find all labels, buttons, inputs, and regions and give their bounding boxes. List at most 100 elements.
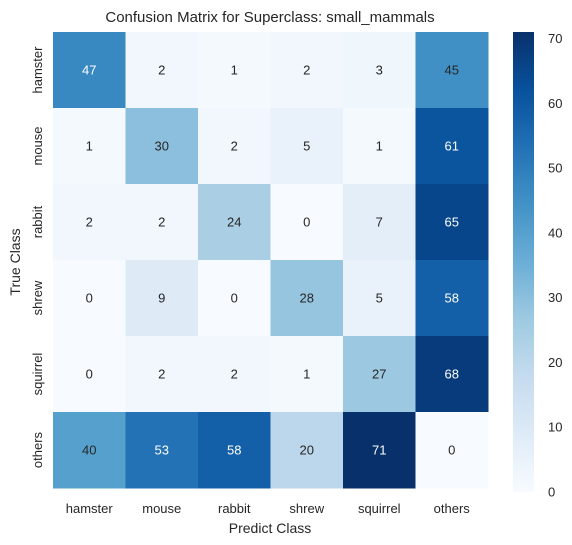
cell-squirrel-mouse bbox=[125, 336, 199, 413]
cell-value-label: 65 bbox=[445, 215, 459, 230]
cell-others-rabbit bbox=[198, 412, 271, 489]
cell-value-label: 2 bbox=[158, 215, 165, 230]
cell-squirrel-squirrel bbox=[343, 336, 416, 413]
cell-shrew-hamster bbox=[53, 260, 126, 337]
cell-value-label: 7 bbox=[376, 215, 383, 230]
colorbar-tick-label: 0 bbox=[548, 485, 555, 500]
colorbar-tick-label: 40 bbox=[548, 225, 562, 240]
y-tick-label: shrew bbox=[30, 280, 45, 315]
cell-hamster-mouse bbox=[125, 32, 199, 109]
cell-shrew-mouse bbox=[125, 260, 199, 337]
cell-hamster-shrew bbox=[270, 32, 344, 109]
cell-value-label: 3 bbox=[376, 63, 383, 78]
cell-mouse-hamster bbox=[53, 108, 126, 185]
cell-shrew-squirrel bbox=[343, 260, 416, 337]
y-axis-label: True Class bbox=[7, 228, 23, 295]
y-tick-label: mouse bbox=[30, 126, 45, 165]
cell-value-label: 40 bbox=[82, 443, 96, 458]
colorbar-tick-label: 70 bbox=[548, 31, 562, 46]
cell-hamster-rabbit bbox=[198, 32, 271, 109]
cell-value-label: 45 bbox=[445, 63, 459, 78]
cell-value-label: 9 bbox=[158, 291, 165, 306]
y-tick-label: others bbox=[30, 431, 45, 468]
cell-value-label: 0 bbox=[86, 367, 93, 382]
cell-squirrel-rabbit bbox=[198, 336, 271, 413]
y-tick-label: rabbit bbox=[30, 205, 45, 238]
cell-others-shrew bbox=[270, 412, 344, 489]
cell-value-label: 71 bbox=[372, 443, 386, 458]
cell-shrew-rabbit bbox=[198, 260, 271, 337]
cell-mouse-shrew bbox=[270, 108, 344, 185]
x-tick-label: squirrel bbox=[358, 501, 401, 516]
cell-value-label: 5 bbox=[376, 291, 383, 306]
cell-value-label: 58 bbox=[227, 443, 241, 458]
colorbar-tick-label: 60 bbox=[548, 96, 562, 111]
cell-mouse-squirrel bbox=[343, 108, 416, 185]
x-tick-label: mouse bbox=[142, 501, 181, 516]
cell-value-label: 0 bbox=[86, 291, 93, 306]
cell-value-label: 5 bbox=[303, 139, 310, 154]
cell-rabbit-shrew bbox=[270, 184, 344, 261]
cell-value-label: 2 bbox=[303, 63, 310, 78]
y-tick-label: squirrel bbox=[30, 353, 45, 396]
cell-value-label: 61 bbox=[445, 139, 459, 154]
cell-shrew-others bbox=[415, 260, 489, 337]
cell-rabbit-mouse bbox=[125, 184, 199, 261]
chart-title: Confusion Matrix for Superclass: small_m… bbox=[105, 9, 434, 26]
cell-others-hamster bbox=[53, 412, 126, 489]
x-tick-label: rabbit bbox=[218, 501, 251, 516]
cell-rabbit-others bbox=[415, 184, 489, 261]
cell-squirrel-shrew bbox=[270, 336, 344, 413]
cell-rabbit-hamster bbox=[53, 184, 126, 261]
cell-value-label: 2 bbox=[231, 367, 238, 382]
cell-mouse-mouse bbox=[125, 108, 199, 185]
cell-value-label: 20 bbox=[300, 443, 314, 458]
cell-value-label: 1 bbox=[231, 63, 238, 78]
cell-value-label: 30 bbox=[155, 139, 169, 154]
cell-shrew-shrew bbox=[270, 260, 344, 337]
cell-value-label: 0 bbox=[448, 443, 455, 458]
cell-value-label: 2 bbox=[158, 367, 165, 382]
cell-value-label: 28 bbox=[300, 291, 314, 306]
x-tick-label: hamster bbox=[66, 501, 114, 516]
cell-value-label: 0 bbox=[231, 291, 238, 306]
x-tick-labels: hamster mouse rabbit shrew squirrel others bbox=[66, 501, 471, 516]
cell-squirrel-hamster bbox=[53, 336, 126, 413]
cell-value-label: 47 bbox=[82, 63, 96, 78]
x-axis-label: Predict Class bbox=[229, 520, 311, 536]
cell-value-label: 68 bbox=[445, 367, 459, 382]
cell-value-label: 27 bbox=[372, 367, 386, 382]
cell-mouse-others bbox=[415, 108, 489, 185]
cell-mouse-rabbit bbox=[198, 108, 271, 185]
cell-hamster-squirrel bbox=[343, 32, 416, 109]
y-tick-labels: hamster mouse rabbit shrew squirrel others bbox=[30, 46, 45, 468]
cell-value-label: 24 bbox=[227, 215, 241, 230]
cell-value-label: 1 bbox=[86, 139, 93, 154]
cell-rabbit-squirrel bbox=[343, 184, 416, 261]
x-tick-label: shrew bbox=[289, 501, 324, 516]
cell-hamster-others bbox=[415, 32, 489, 109]
heatmap-cells: 47 2 1 2 3 45 1 30 2 5 1 61 2 2 24 0 7 65 0 9 0 28 5 58 0 2 2 1 27 68… bbox=[53, 32, 489, 489]
colorbar-tick-label: 20 bbox=[548, 355, 562, 370]
cell-squirrel-others bbox=[415, 336, 489, 413]
colorbar bbox=[513, 32, 534, 492]
cell-others-mouse bbox=[125, 412, 199, 489]
cell-others-squirrel bbox=[343, 412, 416, 489]
cell-others-others bbox=[415, 412, 489, 489]
colorbar-tick-label: 30 bbox=[548, 290, 562, 305]
cell-value-label: 53 bbox=[155, 443, 169, 458]
cell-hamster-hamster bbox=[53, 32, 126, 109]
x-tick-label: others bbox=[434, 501, 471, 516]
colorbar-tick-label: 10 bbox=[548, 420, 562, 435]
cell-value-label: 1 bbox=[303, 367, 310, 382]
cell-value-label: 2 bbox=[231, 139, 238, 154]
colorbar-tick-labels: 0 10 20 30 40 50 60 70 bbox=[548, 31, 562, 500]
cell-value-label: 2 bbox=[158, 63, 165, 78]
cell-value-label: 58 bbox=[445, 291, 459, 306]
cell-value-label: 0 bbox=[303, 215, 310, 230]
y-tick-label: hamster bbox=[30, 46, 45, 94]
colorbar-tick-label: 50 bbox=[548, 161, 562, 176]
cell-rabbit-rabbit bbox=[198, 184, 271, 261]
cell-value-label: 1 bbox=[376, 139, 383, 154]
